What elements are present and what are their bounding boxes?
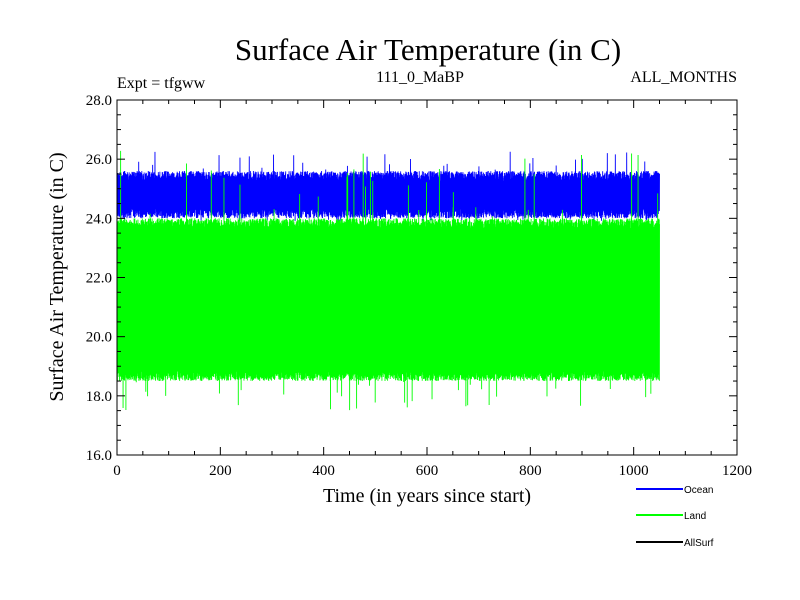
y-tick-label: 22.0 [86, 271, 112, 287]
months-label: ALL_MONTHS [630, 69, 737, 86]
y-tick-label: 16.0 [86, 448, 112, 464]
x-tick-label: 1000 [619, 463, 649, 479]
x-tick-label: 1200 [722, 463, 752, 479]
x-tick-label: 0 [113, 463, 121, 479]
legend-label-allsurf: AllSurf [684, 538, 714, 549]
chart-title: Surface Air Temperature (in C) [235, 32, 621, 67]
x-tick-label: 800 [519, 463, 542, 479]
x-tick-label: 600 [416, 463, 439, 479]
x-axis-label: Time (in years since start) [323, 485, 531, 507]
data-series-layer [116, 150, 660, 411]
legend-label-land: Land [684, 511, 706, 522]
y-axis-label: Surface Air Temperature (in C) [46, 152, 68, 401]
x-tick-label: 200 [209, 463, 232, 479]
experiment-label: Expt = tfgww [117, 75, 206, 92]
y-tick-label: 20.0 [86, 330, 112, 346]
x-tick-label: 400 [312, 463, 335, 479]
y-tick-label: 24.0 [86, 211, 112, 227]
legend-label-ocean: Ocean [684, 485, 713, 496]
legend: Ocean Land AllSurf [636, 485, 714, 549]
y-tick-label: 18.0 [86, 389, 112, 405]
series-line-ocean [116, 151, 660, 222]
axis-ticks: 0 200 400 600 800 1000 1200 16.0 18.0 20.0 22.0 24.… [86, 93, 752, 479]
y-tick-label: 28.0 [86, 93, 112, 109]
y-tick-label: 26.0 [86, 152, 112, 168]
series-line-land [116, 150, 660, 411]
period-label: 111_0_MaBP [376, 69, 464, 86]
